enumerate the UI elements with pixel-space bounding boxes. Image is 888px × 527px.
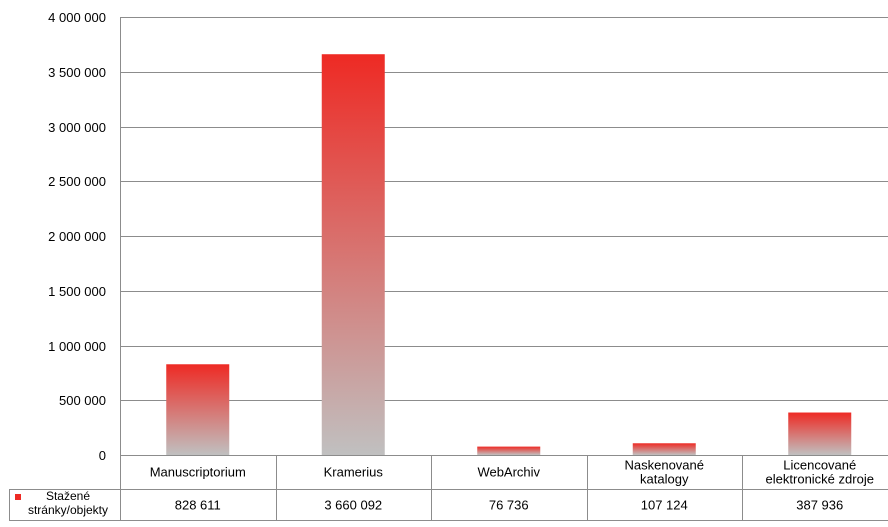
y-tick-label: 3 000 000 — [48, 120, 106, 135]
bar — [477, 446, 541, 455]
x-category-label: Naskenované katalogy — [625, 458, 705, 487]
data-label: 76 736 — [489, 498, 529, 513]
y-tick-label: 1 000 000 — [48, 339, 106, 354]
x-category-label: Manuscriptorium — [150, 465, 246, 480]
legend-key — [15, 494, 21, 500]
data-label: 828 611 — [175, 498, 221, 513]
data-label: 3 660 092 — [324, 498, 382, 513]
legend-label: Stažené stránky/objekty — [28, 489, 108, 517]
x-category-label: WebArchiv — [477, 465, 540, 480]
gridlines — [120, 17, 888, 456]
data-label: 107 124 — [641, 498, 688, 513]
y-tick-label: 2 500 000 — [48, 174, 106, 189]
data-label: 387 936 — [796, 498, 843, 513]
bar — [632, 443, 696, 455]
y-tick-label: 4 000 000 — [48, 10, 106, 25]
data-table: Manuscriptorium Kramerius WebArchiv Naskeno… — [9, 17, 888, 521]
y-tick-label: 500 000 — [59, 393, 106, 408]
y-tick-label: 3 500 000 — [48, 65, 106, 80]
y-tick-label: 2 000 000 — [48, 229, 106, 244]
y-tick-label: 0 — [99, 448, 106, 463]
x-category-label: Licencované elektronické zdroje — [766, 458, 874, 487]
bar — [788, 412, 852, 455]
y-tick-label: 1 500 000 — [48, 284, 106, 299]
bar — [166, 364, 230, 455]
y-axis-tick-labels: 0 500 000 1 000 000 1 500 000 2 000 000 2 500… — [48, 10, 106, 463]
bars — [166, 54, 852, 456]
x-category-label: Kramerius — [324, 465, 384, 480]
bar — [321, 54, 385, 456]
